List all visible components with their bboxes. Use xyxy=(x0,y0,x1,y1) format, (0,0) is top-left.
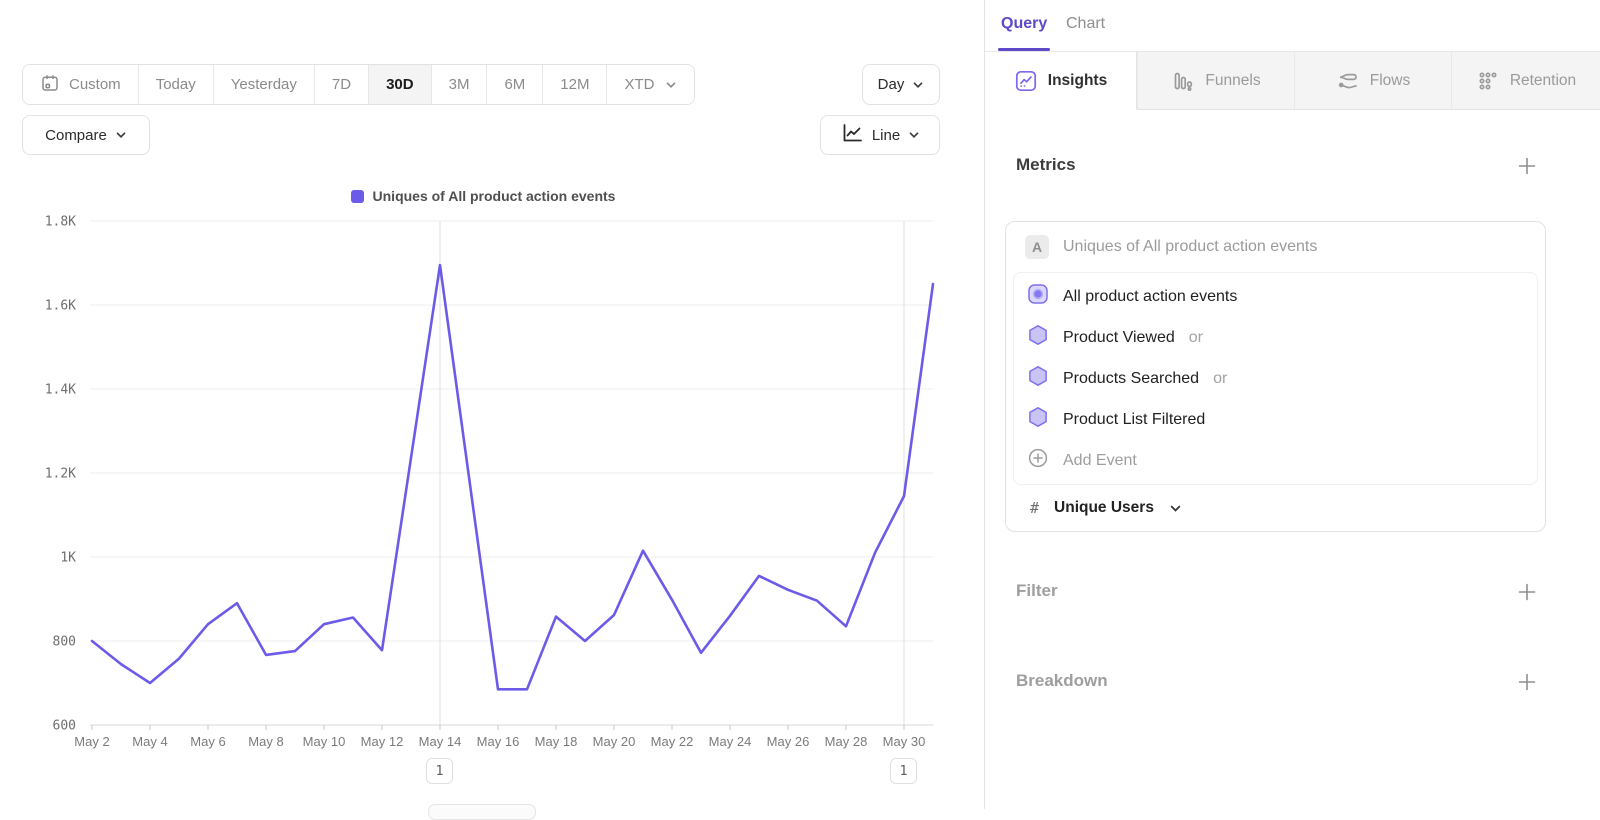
breakdown-section-title: Breakdown xyxy=(1016,671,1108,690)
compare-label: Compare xyxy=(45,126,107,144)
panel-header: Query Chart xyxy=(985,0,1600,52)
or-operator: or xyxy=(1213,369,1228,387)
number-icon: # xyxy=(1030,499,1040,517)
date-range-12m[interactable]: 12M xyxy=(542,65,607,104)
svg-text:May 28: May 28 xyxy=(825,734,868,749)
or-operator: or xyxy=(1188,328,1204,346)
tab-funnels[interactable]: Funnels xyxy=(1137,52,1294,110)
date-range-6m[interactable]: 6M xyxy=(486,65,543,104)
svg-text:May 12: May 12 xyxy=(361,734,404,749)
svg-text:1.2K: 1.2K xyxy=(45,467,76,482)
metric-card: A Uniques of All product action events A… xyxy=(1005,221,1546,532)
svg-text:May 16: May 16 xyxy=(477,734,520,749)
filter-section-title: Filter xyxy=(1016,581,1058,600)
annotation-badge[interactable]: 1 xyxy=(426,758,453,784)
svg-text:1.4K: 1.4K xyxy=(45,383,76,398)
event-hexagon-icon xyxy=(1027,365,1049,392)
event-row-product-list-filtered[interactable]: Product List Filtered xyxy=(1014,399,1537,440)
date-range-custom-label: Custom xyxy=(69,76,121,93)
svg-text:1.6K: 1.6K xyxy=(45,299,76,314)
tab-insights[interactable]: Insights xyxy=(985,52,1137,110)
chart-type-dropdown[interactable]: Line xyxy=(820,115,940,155)
insights-icon xyxy=(1014,69,1038,93)
date-range-xtd[interactable]: XTD xyxy=(606,65,695,104)
svg-text:May 10: May 10 xyxy=(303,734,346,749)
date-range-today[interactable]: Today xyxy=(137,65,213,104)
add-circle-icon xyxy=(1027,447,1049,474)
svg-text:May 26: May 26 xyxy=(767,734,810,749)
tab-retention[interactable]: Retention xyxy=(1451,52,1600,110)
flows-icon xyxy=(1336,69,1360,93)
date-range-custom[interactable]: Custom xyxy=(23,65,138,104)
svg-text:May 30: May 30 xyxy=(883,734,926,749)
tab-flows-label: Flows xyxy=(1369,71,1411,89)
tab-funnels-label: Funnels xyxy=(1205,71,1261,89)
event-list: All product action events Product Viewed… xyxy=(1013,272,1538,485)
date-range-yesterday[interactable]: Yesterday xyxy=(212,65,314,104)
svg-text:May 2: May 2 xyxy=(74,734,109,749)
add-breakdown-button[interactable] xyxy=(1518,673,1536,691)
active-tab-underline xyxy=(998,48,1050,51)
svg-text:600: 600 xyxy=(53,719,76,734)
report-type-tabs: Insights Funnels Flows xyxy=(985,52,1600,110)
metric-group-label: Uniques of All product action events xyxy=(1063,238,1318,255)
svg-text:May 24: May 24 xyxy=(709,734,752,749)
retention-icon xyxy=(1476,69,1500,93)
tab-chart[interactable]: Chart xyxy=(1066,15,1106,32)
event-hexagon-icon xyxy=(1027,406,1049,433)
funnels-icon xyxy=(1171,69,1195,93)
svg-text:800: 800 xyxy=(53,635,76,650)
tab-retention-label: Retention xyxy=(1509,71,1577,89)
aggregation-selector[interactable]: # Unique Users xyxy=(1006,485,1545,531)
event-row-all-product-action-events[interactable]: All product action events xyxy=(1014,276,1537,317)
svg-text:May 6: May 6 xyxy=(190,734,225,749)
date-range-3m[interactable]: 3M xyxy=(430,65,487,104)
annotation-badge[interactable]: 1 xyxy=(890,758,917,784)
date-range-picker: Custom Today Yesterday 7D 30D 3M 6M 12M … xyxy=(22,64,696,105)
line-chart-icon xyxy=(840,121,864,149)
svg-text:1K: 1K xyxy=(60,551,76,566)
event-row-products-searched[interactable]: Products Searched or xyxy=(1014,358,1537,399)
event-row-product-viewed[interactable]: Product Viewed or xyxy=(1014,317,1537,358)
svg-text:May 22: May 22 xyxy=(651,734,694,749)
event-hexagon-icon xyxy=(1027,324,1049,351)
date-range-7d[interactable]: 7D xyxy=(313,65,369,104)
chevron-down-icon xyxy=(665,79,677,91)
event-group-icon xyxy=(1027,283,1049,310)
svg-text:May 20: May 20 xyxy=(593,734,636,749)
calendar-icon xyxy=(40,73,60,97)
add-filter-button[interactable] xyxy=(1518,583,1536,601)
chevron-down-icon xyxy=(912,79,924,91)
granularity-label: Day xyxy=(877,76,905,93)
line-chart[interactable]: 600 800 1K 1.2K 1.4K 1.6K 1.8K May 2 May 4 May 6 M… xyxy=(0,0,984,809)
tab-flows[interactable]: Flows xyxy=(1294,52,1451,110)
metric-group-header[interactable]: A Uniques of All product action events xyxy=(1006,222,1545,272)
chevron-down-icon xyxy=(908,129,920,141)
legend-label: Uniques of All product action events xyxy=(372,188,616,204)
metric-letter-badge: A xyxy=(1025,235,1049,259)
svg-text:May 18: May 18 xyxy=(535,734,578,749)
tab-insights-label: Insights xyxy=(1047,71,1108,89)
query-panel: Query Chart Insights xyxy=(984,0,1600,809)
svg-text:May 4: May 4 xyxy=(132,734,167,749)
add-metric-button[interactable] xyxy=(1518,157,1536,175)
svg-text:1.8K: 1.8K xyxy=(45,215,76,230)
granularity-dropdown[interactable]: Day xyxy=(862,64,940,105)
date-range-30d[interactable]: 30D xyxy=(368,65,431,104)
chart-legend: Uniques of All product action events xyxy=(0,188,966,204)
report-canvas: 600 800 1K 1.2K 1.4K 1.6K 1.8K May 2 May 4 May 6 M… xyxy=(0,0,984,820)
tab-query[interactable]: Query xyxy=(1001,15,1048,32)
chevron-down-icon xyxy=(115,129,127,141)
add-event-button[interactable]: Add Event xyxy=(1014,440,1537,481)
legend-swatch xyxy=(350,189,364,203)
svg-text:May 8: May 8 xyxy=(248,734,283,749)
svg-text:May 14: May 14 xyxy=(419,734,462,749)
chart-type-label: Line xyxy=(871,126,901,144)
cropped-popup xyxy=(428,804,536,820)
metrics-section-title: Metrics xyxy=(1016,155,1076,174)
compare-dropdown[interactable]: Compare xyxy=(22,115,150,155)
chevron-down-icon xyxy=(1169,502,1182,515)
